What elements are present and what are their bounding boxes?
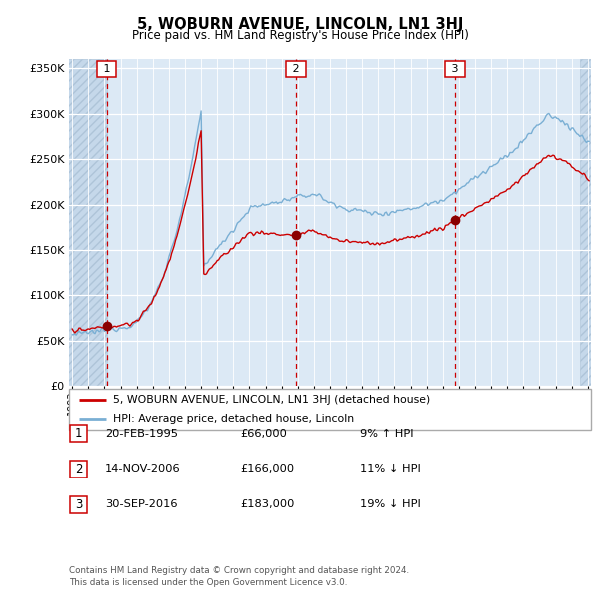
Text: 3: 3 [75, 498, 82, 511]
Text: 5, WOBURN AVENUE, LINCOLN, LN1 3HJ: 5, WOBURN AVENUE, LINCOLN, LN1 3HJ [137, 17, 463, 31]
FancyBboxPatch shape [69, 389, 591, 430]
Bar [56, 59, 107, 386]
Text: 20-FEB-1995: 20-FEB-1995 [105, 429, 178, 438]
FancyBboxPatch shape [70, 425, 87, 442]
Text: 30-SEP-2016: 30-SEP-2016 [105, 500, 178, 509]
Text: 2: 2 [75, 463, 82, 476]
Text: HPI: Average price, detached house, Lincoln: HPI: Average price, detached house, Linc… [113, 414, 355, 424]
Bar [580, 59, 600, 386]
Text: 2: 2 [289, 64, 303, 74]
Text: 5, WOBURN AVENUE, LINCOLN, LN1 3HJ (detached house): 5, WOBURN AVENUE, LINCOLN, LN1 3HJ (deta… [113, 395, 431, 405]
Text: £166,000: £166,000 [240, 464, 294, 474]
Text: £66,000: £66,000 [240, 429, 287, 438]
Text: 14-NOV-2006: 14-NOV-2006 [105, 464, 181, 474]
Text: Contains HM Land Registry data © Crown copyright and database right 2024.
This d: Contains HM Land Registry data © Crown c… [69, 566, 409, 587]
Text: 11% ↓ HPI: 11% ↓ HPI [360, 464, 421, 474]
Text: £183,000: £183,000 [240, 500, 295, 509]
FancyBboxPatch shape [70, 461, 87, 477]
Text: 19% ↓ HPI: 19% ↓ HPI [360, 500, 421, 509]
Text: 3: 3 [448, 64, 462, 74]
Text: 9% ↑ HPI: 9% ↑ HPI [360, 429, 413, 438]
Text: Price paid vs. HM Land Registry's House Price Index (HPI): Price paid vs. HM Land Registry's House … [131, 30, 469, 42]
Text: 1: 1 [75, 427, 82, 440]
FancyBboxPatch shape [70, 496, 87, 513]
Text: 1: 1 [100, 64, 113, 74]
